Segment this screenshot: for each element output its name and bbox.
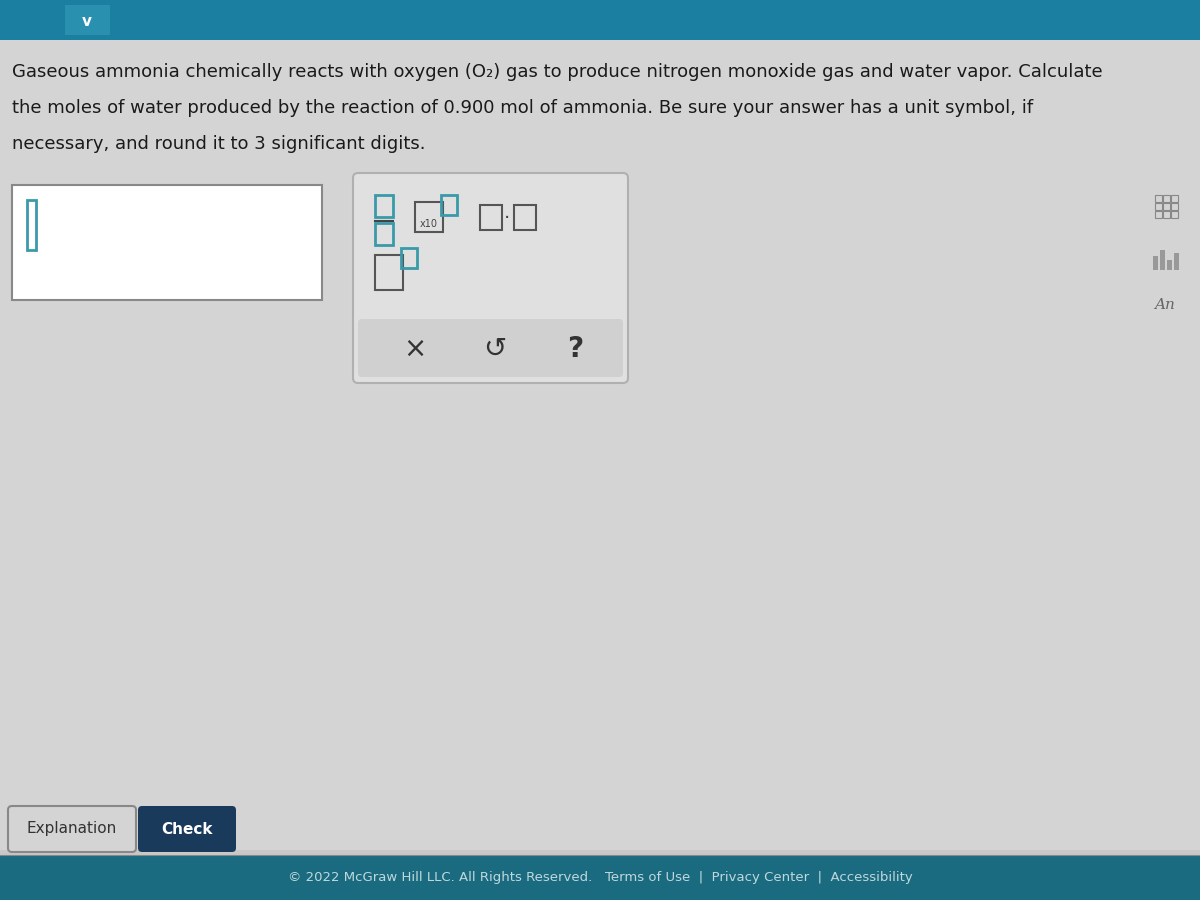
FancyBboxPatch shape [8,806,136,852]
Bar [514,205,536,230]
Text: Explanation: Explanation [26,822,118,836]
Bar [374,195,394,217]
Bar [28,200,36,250]
FancyBboxPatch shape [138,806,236,852]
FancyBboxPatch shape [65,5,110,35]
Bar [1154,211,1162,218]
Text: © 2022 McGraw Hill LLC. All Rights Reserved.   Terms of Use  |  Privacy Center  : © 2022 McGraw Hill LLC. All Rights Reser… [288,870,912,884]
Bar [1163,195,1170,202]
Bar [1160,250,1165,270]
Bar [401,248,418,268]
Bar [1171,211,1178,218]
Text: the moles of water produced by the reaction of 0.900 mol of ammonia. Be sure you: the moles of water produced by the react… [12,99,1033,117]
Bar [1166,260,1172,270]
Bar [0,0,1200,40]
Text: ×: × [403,335,427,363]
Bar [442,195,457,215]
Text: Check: Check [161,822,212,836]
Text: Gaseous ammonia chemically reacts with oxygen (O₂) gas to produce nitrogen monox: Gaseous ammonia chemically reacts with o… [12,63,1103,81]
Text: necessary, and round it to 3 significant digits.: necessary, and round it to 3 significant… [12,135,426,153]
Bar [1174,253,1178,270]
Bar [1163,203,1170,210]
Bar [480,205,502,230]
Bar [0,855,1200,900]
FancyBboxPatch shape [358,319,623,377]
FancyBboxPatch shape [353,173,628,383]
Bar [1163,211,1170,218]
Text: v: v [82,14,92,29]
Bar [374,255,403,290]
Text: ↺: ↺ [484,335,506,363]
Text: ?: ? [566,335,583,363]
Bar [12,185,322,300]
Bar [362,323,619,373]
Bar [374,223,394,245]
Bar [1171,195,1178,202]
Bar [1171,203,1178,210]
Bar [1153,256,1158,270]
Text: x10: x10 [420,219,438,229]
Bar [415,202,443,232]
Text: ·: · [504,209,510,228]
Bar [1154,203,1162,210]
Bar [1154,195,1162,202]
Text: An: An [1154,298,1176,312]
